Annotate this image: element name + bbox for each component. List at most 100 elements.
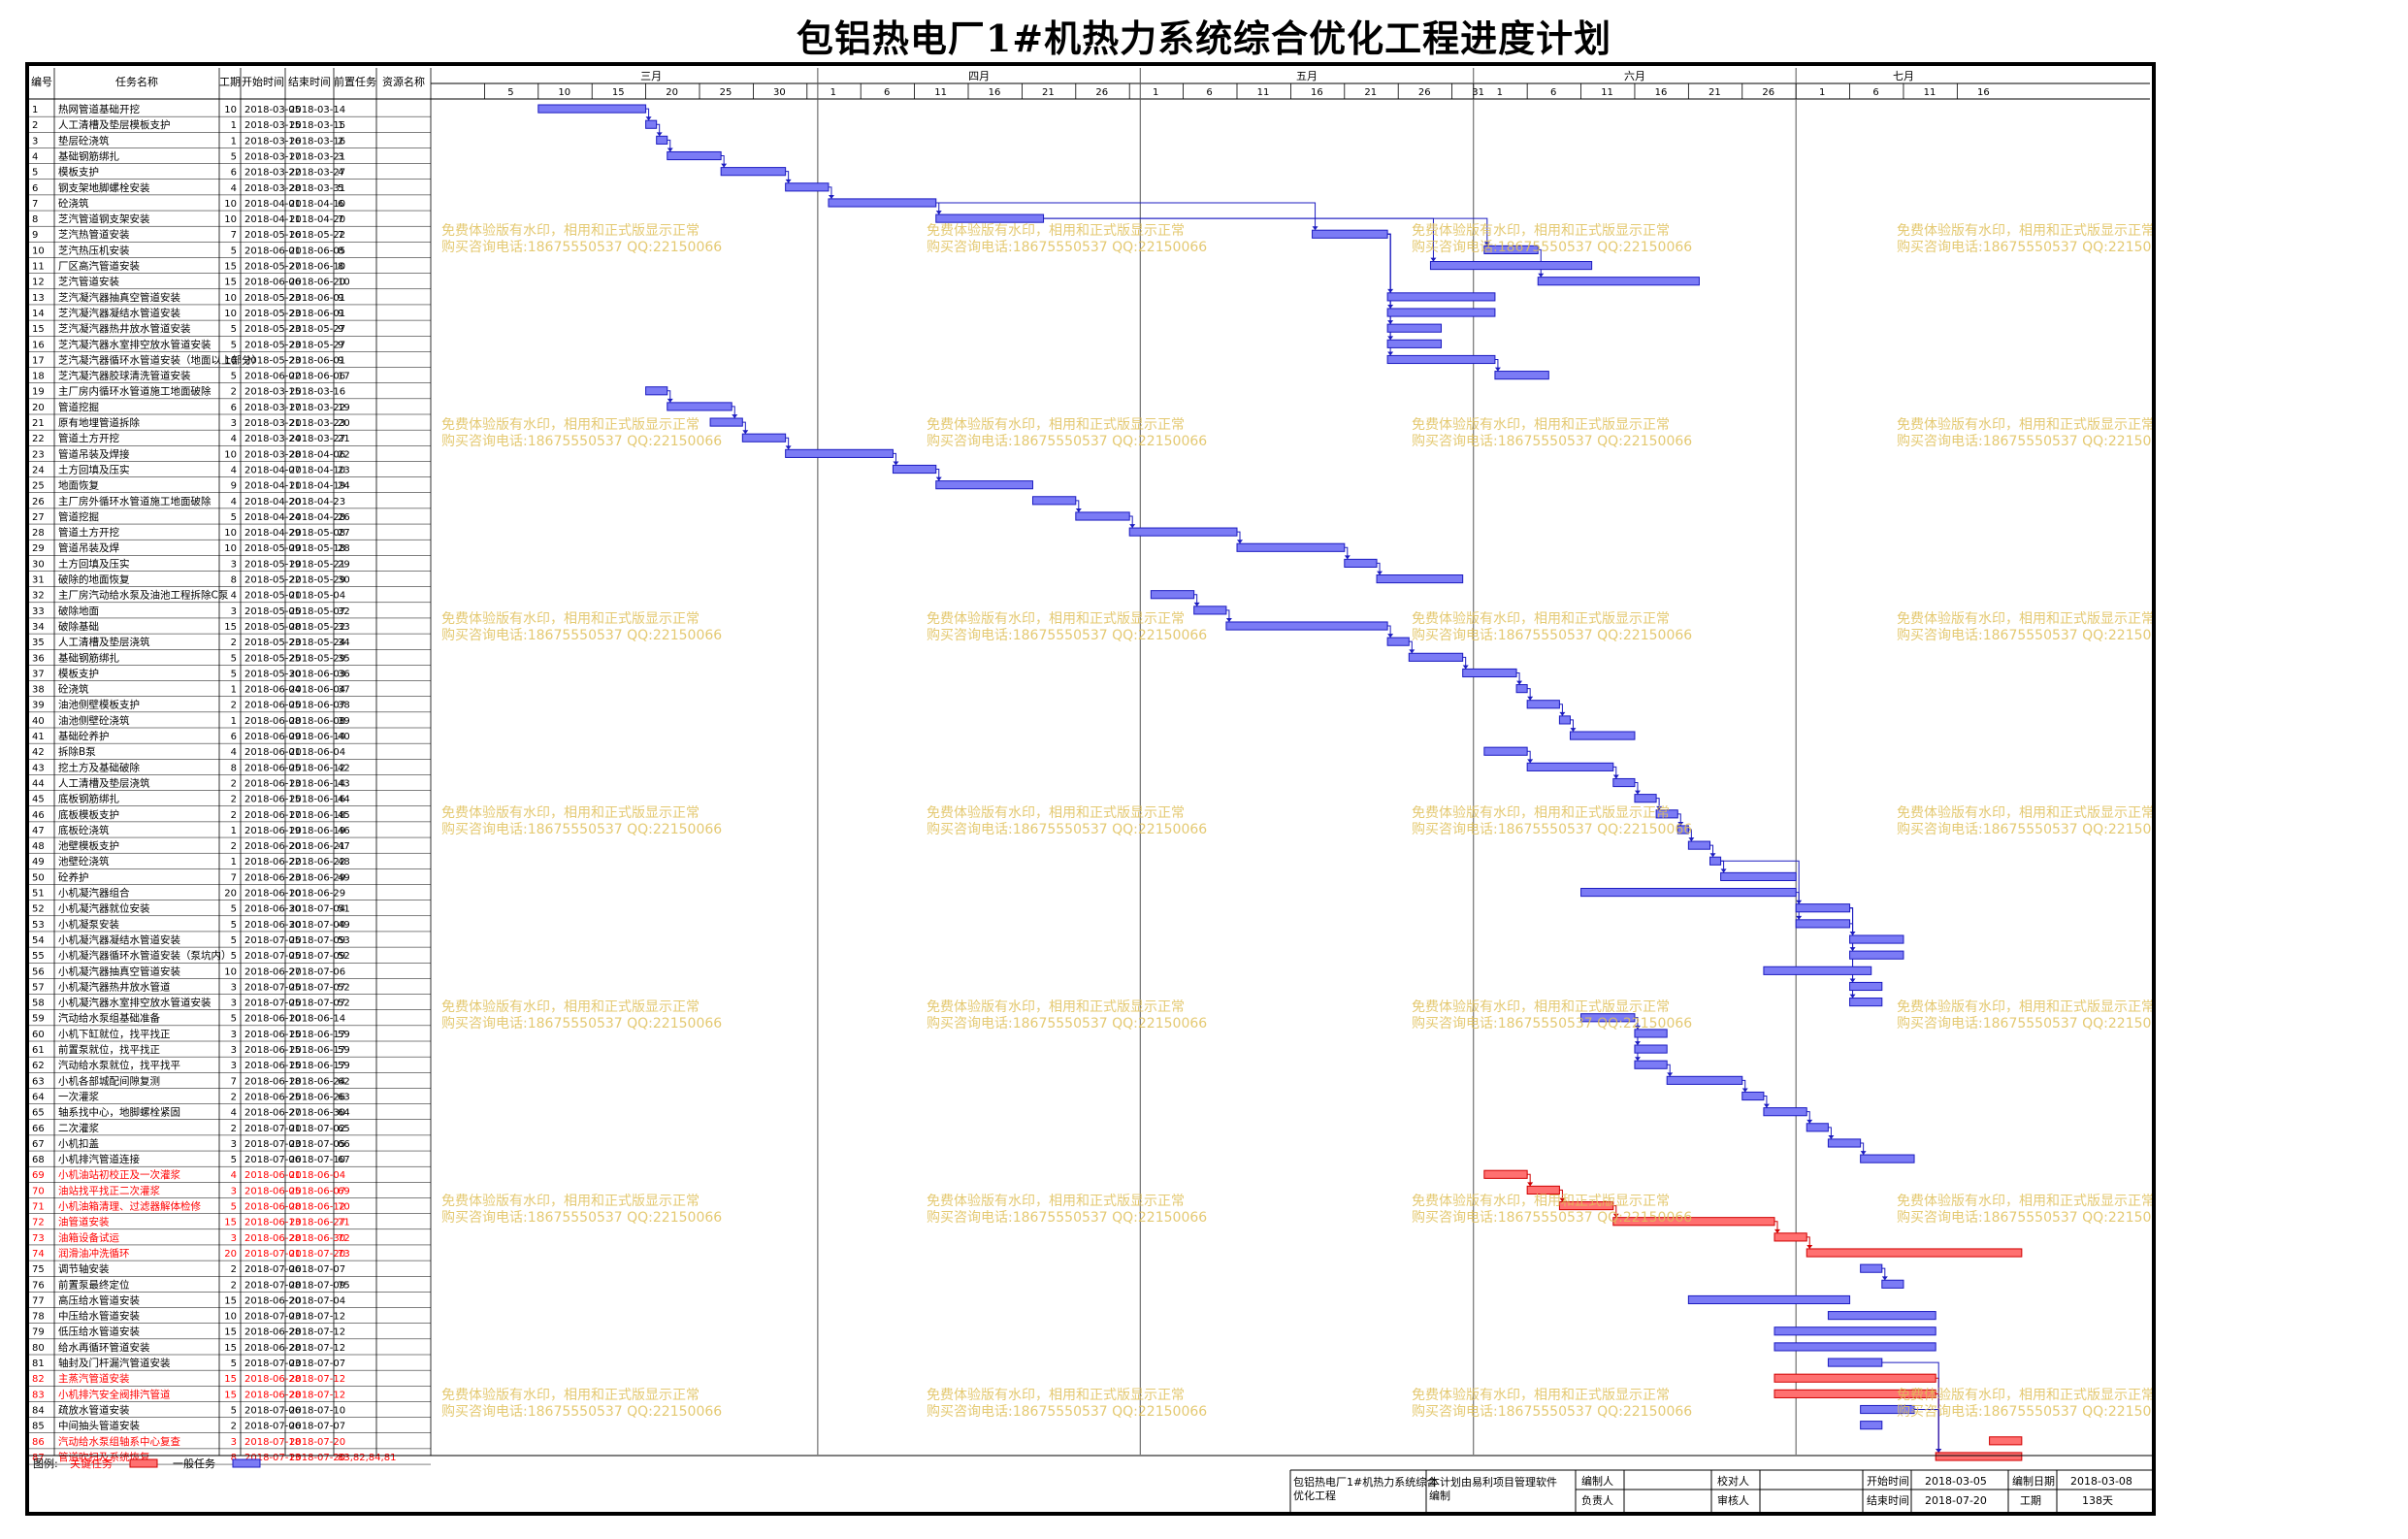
task-end: 2018-05-04 <box>289 591 345 602</box>
task-duration: 15 <box>224 1374 237 1385</box>
dependency-link <box>1774 1221 1778 1233</box>
task-duration: 3 <box>231 1233 237 1244</box>
watermark-text: 购买咨询电话:18675550537 QQ:22150066 <box>1897 822 2152 837</box>
task-end: 2018-03-22 <box>289 403 345 413</box>
task-end: 2018-06-24 <box>289 1076 345 1087</box>
task-predecessors: 73 <box>338 1249 350 1260</box>
watermark-text: 免费体验版有水印，相用和正式版显示正常 <box>441 223 700 239</box>
task-predecessors: 17 <box>338 372 350 382</box>
task-duration: 2 <box>231 387 237 398</box>
task-duration: 5 <box>231 512 237 523</box>
day-tick-label: 1 <box>1497 87 1503 98</box>
dependency-link <box>935 202 1317 231</box>
task-name: 垫层砼浇筑 <box>58 134 110 147</box>
task-predecessors: 2 <box>338 136 343 147</box>
day-tick-label: 31 <box>1472 87 1484 98</box>
task-start: 2018-05-05 <box>244 606 301 617</box>
task-predecessors: 26 <box>338 512 350 523</box>
task-duration: 15 <box>224 622 237 633</box>
dependency-link <box>1462 656 1467 670</box>
task-start: 2018-05-23 <box>244 309 301 319</box>
task-predecessors: 8 <box>338 262 343 273</box>
task-start: 2018-06-18 <box>244 1076 301 1087</box>
task-duration: 4 <box>231 591 237 602</box>
critical-task-bar <box>1806 1248 2023 1258</box>
task-id: 29 <box>32 543 45 554</box>
task-end: 2018-05-18 <box>289 543 345 554</box>
task-bar <box>1860 1421 1883 1430</box>
task-start: 2018-07-01 <box>244 1249 301 1260</box>
task-end: 2018-07-09 <box>289 1280 345 1291</box>
task-name: 轴系找中心，地脚螺栓紧固 <box>58 1106 180 1119</box>
task-end: 2018-04-10 <box>289 199 345 210</box>
watermark-text: 购买咨询电话:18675550537 QQ:22150066 <box>927 434 1207 449</box>
task-end: 2018-06-30 <box>289 1108 345 1119</box>
month-label: 三月 <box>640 70 662 82</box>
task-name: 润滑油冲洗循环 <box>58 1247 130 1260</box>
task-duration: 15 <box>224 278 237 288</box>
critical-task-bar <box>1935 1452 2023 1461</box>
task-bar <box>1344 558 1378 569</box>
task-id: 79 <box>32 1327 45 1338</box>
task-start: 2018-04-01 <box>244 199 301 210</box>
task-bar <box>1612 777 1636 788</box>
task-bar <box>1634 1029 1668 1038</box>
task-name: 小机各部城配间隙复测 <box>58 1074 160 1087</box>
dependency-arrow <box>1796 915 1803 920</box>
task-id: 74 <box>32 1249 45 1260</box>
task-end: 2018-07-12 <box>289 1312 345 1323</box>
watermark-text: 购买咨询电话:18675550537 QQ:22150066 <box>1897 240 2152 255</box>
day-tick-label: 1 <box>1819 87 1825 98</box>
task-duration: 2 <box>231 795 237 805</box>
task-id: 19 <box>32 387 45 398</box>
task-predecessors: 6 <box>338 199 343 210</box>
dependency-arrow <box>785 179 792 183</box>
task-start: 2018-03-16 <box>244 136 301 147</box>
task-predecessors: 38 <box>338 701 350 711</box>
day-tick-label: 6 <box>884 87 890 98</box>
task-id: 47 <box>32 826 45 836</box>
task-duration: 7 <box>231 230 237 241</box>
task-duration: 3 <box>231 1437 237 1448</box>
task-id: 70 <box>32 1186 45 1196</box>
task-name: 热网管道基础开挖 <box>58 103 140 115</box>
task-start: 2018-04-11 <box>244 214 301 225</box>
day-tick-label: 21 <box>1042 87 1055 98</box>
task-end: 2018-06-04 <box>289 685 345 696</box>
task-start: 2018-07-08 <box>244 1280 301 1291</box>
day-tick-label: 6 <box>1550 87 1556 98</box>
dependency-link <box>1527 1173 1531 1187</box>
watermark-text: 购买咨询电话:18675550537 QQ:22150066 <box>441 434 722 449</box>
task-id: 35 <box>32 638 45 648</box>
task-id: 86 <box>32 1437 45 1448</box>
footer-note-cont: 编制 <box>1429 1489 1450 1502</box>
dependency-arrow <box>1656 805 1663 810</box>
task-duration: 2 <box>231 1124 237 1134</box>
dependency-link <box>1656 798 1660 810</box>
footer-auditor: 审核人 <box>1717 1493 1749 1507</box>
task-id: 69 <box>32 1170 45 1181</box>
task-start: 2018-06-15 <box>244 1030 301 1040</box>
task-end: 2018-04-23 <box>289 497 345 508</box>
task-duration: 4 <box>231 434 237 444</box>
task-start: 2018-06-01 <box>244 1170 301 1181</box>
task-name: 芝汽管道安装 <box>58 276 119 288</box>
task-predecessors: 53 <box>338 935 350 946</box>
task-start: 2018-07-06 <box>244 1422 301 1432</box>
dependency-link <box>1881 1361 1939 1453</box>
task-id: 61 <box>32 1045 45 1056</box>
task-end: 2018-06-10 <box>289 262 345 273</box>
task-bar <box>1709 856 1722 866</box>
task-predecessors: 66 <box>338 1139 350 1150</box>
footer-date-label: 编制日期 <box>2012 1474 2055 1488</box>
dependency-link <box>1494 358 1499 372</box>
task-duration: 5 <box>231 1155 237 1165</box>
dependency-arrow <box>1634 790 1641 795</box>
task-end: 2018-05-27 <box>289 340 345 350</box>
task-id: 13 <box>32 293 45 304</box>
task-end: 2018-06-16 <box>289 795 345 805</box>
dependency-link <box>1559 704 1563 716</box>
task-duration: 10 <box>224 528 237 539</box>
task-end: 2018-07-07 <box>289 982 345 993</box>
task-predecessors: 72 <box>338 1233 350 1244</box>
